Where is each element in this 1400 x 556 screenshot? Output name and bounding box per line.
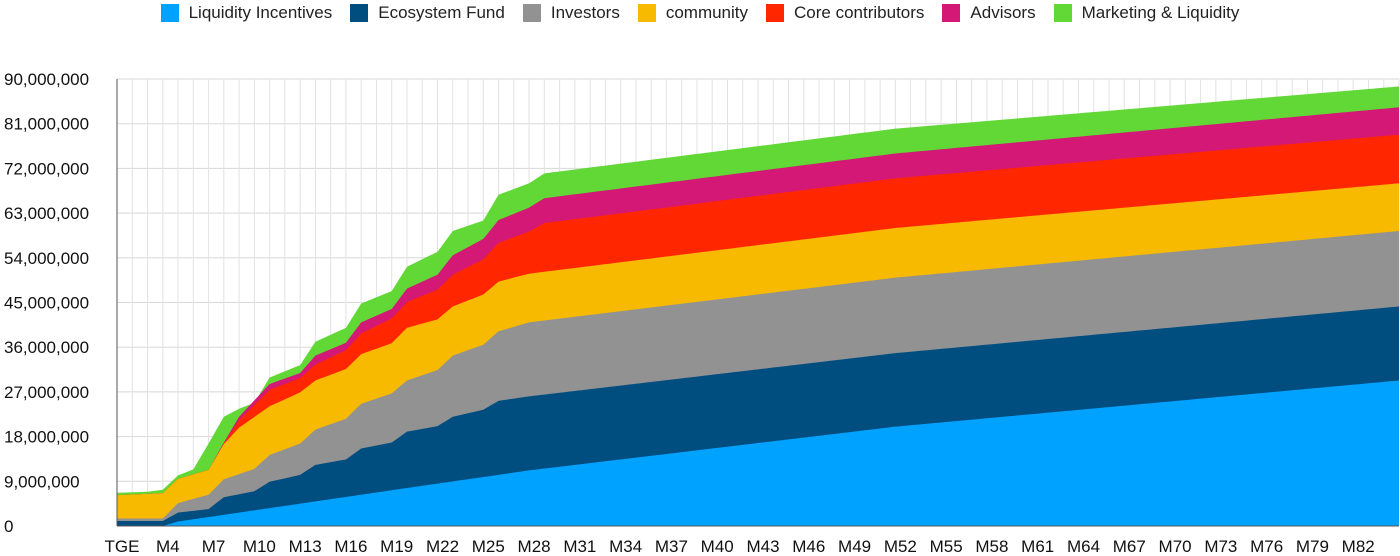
- x-tick-label: M58: [975, 537, 1008, 556]
- y-tick-label: 18,000,000: [4, 428, 89, 447]
- legend-label: Core contributors: [794, 3, 925, 22]
- x-tick-label: M16: [334, 537, 367, 556]
- legend-swatch: [942, 4, 961, 22]
- x-tick-label: M37: [655, 537, 688, 556]
- x-tick-label: M43: [746, 537, 779, 556]
- legend-item: Marketing & Liquidity: [1053, 3, 1240, 23]
- x-tick-label: M76: [1250, 537, 1283, 556]
- x-tick-label: TGE: [105, 537, 140, 556]
- x-tick-label: M61: [1021, 537, 1054, 556]
- legend-swatch: [766, 4, 785, 22]
- legend-item: Ecosystem Fund: [350, 3, 505, 23]
- x-tick-label: M4: [156, 537, 180, 556]
- x-tick-label: M34: [609, 537, 642, 556]
- legend-item: Core contributors: [766, 3, 924, 23]
- legend-label: community: [665, 3, 749, 22]
- y-tick-label: 90,000,000: [4, 70, 89, 89]
- y-tick-label: 0: [4, 517, 13, 536]
- legend-swatch: [1053, 4, 1072, 22]
- x-tick-label: M70: [1159, 537, 1192, 556]
- x-tick-label: M13: [289, 537, 322, 556]
- y-tick-label: 81,000,000: [4, 115, 89, 134]
- x-tick-label: M10: [243, 537, 276, 556]
- legend-label: Liquidity Incentives: [188, 3, 333, 22]
- y-tick-label: 27,000,000: [4, 383, 89, 402]
- x-tick-label: M46: [792, 537, 825, 556]
- area-series: [117, 86, 1399, 527]
- legend-label: Advisors: [970, 3, 1036, 22]
- legend-label: Investors: [550, 3, 620, 22]
- x-tick-label: M28: [518, 537, 551, 556]
- legend-swatch: [637, 4, 656, 22]
- x-tick-label: M49: [838, 537, 871, 556]
- y-tick-label: 9,000,000: [4, 472, 80, 491]
- y-tick-label: 54,000,000: [4, 249, 89, 268]
- x-tick-label: M19: [380, 537, 413, 556]
- x-tick-label: M79: [1296, 537, 1329, 556]
- x-tick-label: M25: [472, 537, 505, 556]
- y-tick-label: 63,000,000: [4, 204, 89, 223]
- x-tick-label: M22: [426, 537, 459, 556]
- x-tick-label: M40: [701, 537, 734, 556]
- legend-swatch: [160, 4, 179, 22]
- x-tick-label: M64: [1067, 537, 1100, 556]
- legend-label: Marketing & Liquidity: [1081, 3, 1240, 22]
- legend-item: Advisors: [942, 3, 1036, 23]
- legend-label: Ecosystem Fund: [378, 3, 505, 22]
- chart-legend: Liquidity Incentives Ecosystem Fund Invest…: [0, 0, 1400, 26]
- x-tick-label: M7: [202, 537, 226, 556]
- legend-swatch: [522, 4, 541, 22]
- x-tick-label: M55: [930, 537, 963, 556]
- legend-item: Liquidity Incentives: [160, 3, 333, 23]
- area-liquidity-incentives: [117, 380, 1399, 526]
- y-tick-label: 45,000,000: [4, 294, 89, 313]
- x-tick-label: M52: [884, 537, 917, 556]
- legend-swatch: [350, 4, 369, 22]
- x-tick-label: M31: [563, 537, 596, 556]
- y-tick-label: 72,000,000: [4, 159, 89, 178]
- legend-item: community: [637, 3, 749, 23]
- x-tick-label: M67: [1113, 537, 1146, 556]
- legend-item: Investors: [522, 3, 620, 23]
- y-tick-label: 36,000,000: [4, 338, 89, 357]
- x-tick-label: M73: [1204, 537, 1237, 556]
- x-tick-label: M82: [1342, 537, 1375, 556]
